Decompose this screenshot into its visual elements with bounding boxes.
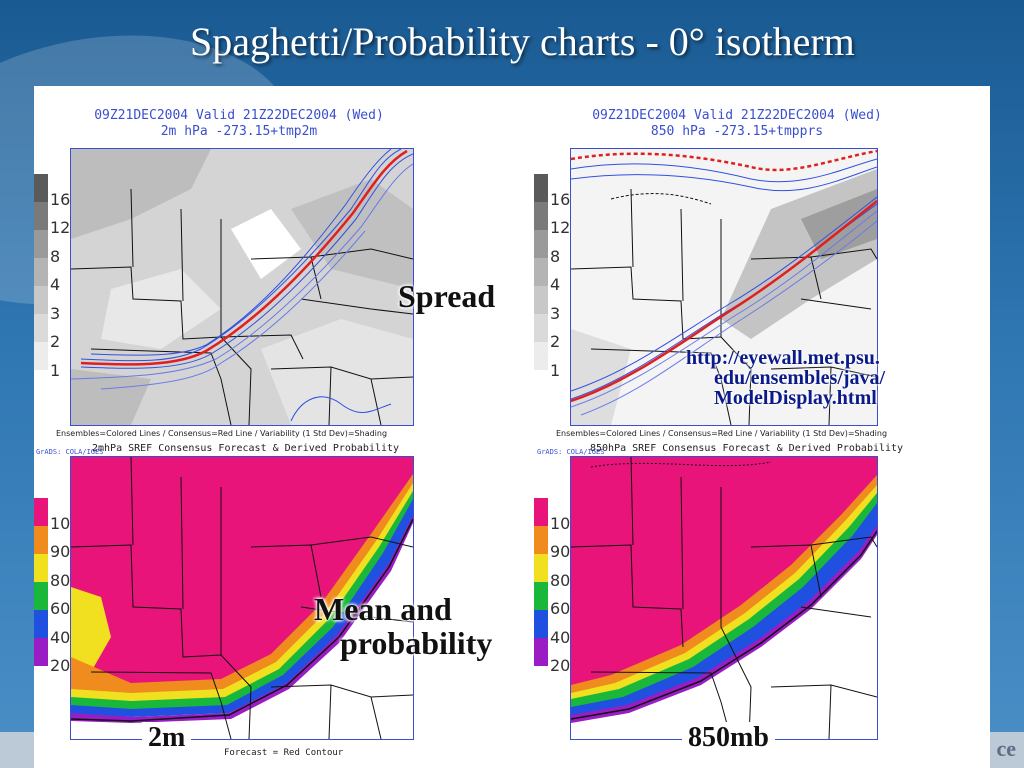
left-caption: Ensembles=Colored Lines / Consensus=Red … bbox=[56, 429, 388, 438]
left-probability-colorbar: 10 90 80 60 40 20 bbox=[34, 498, 74, 678]
left-spread-tick: 3 bbox=[50, 304, 61, 323]
right-prob-tick: 10 bbox=[550, 514, 571, 533]
left-spread-tick: 1 bbox=[50, 361, 61, 380]
link-line1[interactable]: http://eyewall.met.psu. bbox=[686, 347, 880, 369]
left-probability-map-graphic bbox=[71, 457, 413, 739]
left-spread-tick: 12 bbox=[50, 218, 71, 237]
mean-annotation-line2: probability bbox=[340, 625, 493, 661]
left-chart-header: 09Z21DEC2004 Valid 21Z22DEC2004 (Wed) 2m… bbox=[74, 108, 404, 140]
right-spread-tick: 16 bbox=[550, 190, 571, 209]
left-spread-tick: 4 bbox=[50, 275, 61, 294]
right-spread-tick: 12 bbox=[550, 218, 571, 237]
mean-annotation-line1: Mean and bbox=[314, 591, 452, 627]
left-forecast-note: Forecast = Red Contour bbox=[224, 748, 344, 758]
left-prob-tick: 20 bbox=[50, 656, 71, 675]
left-spread-map-graphic bbox=[71, 149, 413, 425]
left-spread-tick: 8 bbox=[50, 247, 61, 266]
right-grads-label: GrADS: COLA/IGES bbox=[537, 448, 605, 456]
left-header-line1: 09Z21DEC2004 Valid 21Z22DEC2004 (Wed) bbox=[94, 108, 384, 123]
right-header-line1: 09Z21DEC2004 Valid 21Z22DEC2004 (Wed) bbox=[592, 108, 882, 123]
left-header-line2: 2m hPa -273.15+tmp2m bbox=[160, 124, 318, 139]
label-850mb: 850mb bbox=[682, 722, 775, 754]
left-spread-colorbar: 16 12 8 4 3 2 1 bbox=[34, 174, 71, 384]
left-spread-tick: 16 bbox=[50, 190, 71, 209]
right-prob-tick: 80 bbox=[550, 571, 571, 590]
right-prob-tick: 60 bbox=[550, 599, 571, 618]
right-probability-colorbar: 10 90 80 60 40 20 bbox=[534, 498, 574, 678]
mean-probability-annotation: Mean and probability bbox=[314, 592, 492, 660]
link-line3[interactable]: ModelDisplay.html bbox=[714, 387, 877, 409]
left-probability-map bbox=[70, 456, 414, 740]
slide-title: Spaghetti/Probability charts - 0° isothe… bbox=[190, 19, 855, 64]
left-spread-map bbox=[70, 148, 414, 426]
left-prob-tick: 90 bbox=[50, 542, 71, 561]
right-spread-map-graphic bbox=[571, 149, 877, 425]
right-caption: Ensembles=Colored Lines / Consensus=Red … bbox=[556, 429, 888, 438]
right-spread-colorbar: 16 12 8 4 3 2 1 bbox=[534, 174, 571, 384]
right-spread-tick: 2 bbox=[550, 332, 561, 351]
corner-text: ce bbox=[996, 736, 1016, 761]
right-probability-map bbox=[570, 456, 878, 740]
right-spread-tick: 4 bbox=[550, 275, 561, 294]
spread-annotation: Spread bbox=[398, 278, 496, 314]
right-spread-tick: 3 bbox=[550, 304, 561, 323]
right-prob-tick: 40 bbox=[550, 628, 571, 647]
left-sref-title: 2mhPa SREF Consensus Forecast & Derived … bbox=[92, 443, 400, 454]
right-header-line2: 850 hPa -273.15+tmpprs bbox=[650, 124, 824, 139]
right-spread-map bbox=[570, 148, 878, 426]
right-prob-tick: 90 bbox=[550, 542, 571, 561]
right-prob-tick: 20 bbox=[550, 656, 571, 675]
left-prob-tick: 10 bbox=[50, 514, 71, 533]
content-panel: 09Z21DEC2004 Valid 21Z22DEC2004 (Wed) 2m… bbox=[34, 86, 990, 768]
right-probability-map-graphic bbox=[571, 457, 877, 739]
left-prob-tick: 60 bbox=[50, 599, 71, 618]
ensemble-link[interactable]: http://eyewall.met.psu. edu/ensembles/ja… bbox=[686, 348, 885, 408]
label-2m: 2m bbox=[142, 722, 192, 754]
right-chart-header: 09Z21DEC2004 Valid 21Z22DEC2004 (Wed) 85… bbox=[572, 108, 902, 140]
link-line2[interactable]: edu/ensembles/java/ bbox=[714, 367, 886, 389]
right-spread-tick: 1 bbox=[550, 361, 561, 380]
right-spread-tick: 8 bbox=[550, 247, 561, 266]
left-prob-tick: 40 bbox=[50, 628, 71, 647]
left-prob-tick: 80 bbox=[50, 571, 71, 590]
left-spread-tick: 2 bbox=[50, 332, 61, 351]
right-sref-title: 850hPa SREF Consensus Forecast & Derived… bbox=[590, 443, 904, 454]
left-grads-label: GrADS: COLA/IGES bbox=[36, 448, 104, 456]
